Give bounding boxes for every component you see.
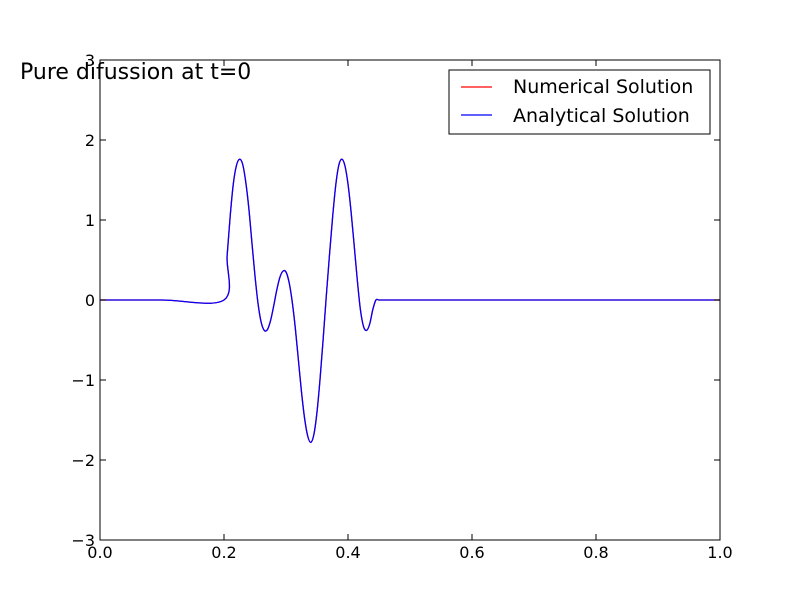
x-tick-label: 0.8	[583, 543, 608, 562]
y-axis-ticks: −3 −2 −1 0 1 2 3	[71, 51, 720, 550]
y-tick-label: 3	[85, 51, 95, 70]
x-tick-label: 1.0	[707, 543, 732, 562]
x-tick-label: 0.6	[459, 543, 484, 562]
chart-title: Pure difussion at t=0	[20, 60, 251, 85]
x-tick-label: 0.0	[87, 543, 112, 562]
x-axis-ticks: 0.0 0.2 0.4 0.6 0.8 1.0	[87, 60, 733, 562]
y-tick-label: −3	[71, 531, 95, 550]
y-tick-label: −2	[71, 451, 95, 470]
x-tick-label: 0.2	[211, 543, 236, 562]
legend-label-analytical: Analytical Solution	[513, 105, 690, 127]
legend: Numerical Solution Analytical Solution	[448, 69, 711, 135]
legend-label-numerical: Numerical Solution	[513, 76, 693, 98]
y-tick-label: 2	[85, 131, 95, 150]
series-layer	[99, 158, 720, 444]
series-line-numerical	[99, 158, 720, 444]
y-tick-label: 1	[85, 211, 95, 230]
x-tick-label: 0.4	[335, 543, 360, 562]
y-tick-label: −1	[71, 371, 95, 390]
series-line-analytical	[99, 158, 720, 444]
y-tick-label: 0	[85, 291, 95, 310]
legend-box	[448, 69, 711, 135]
